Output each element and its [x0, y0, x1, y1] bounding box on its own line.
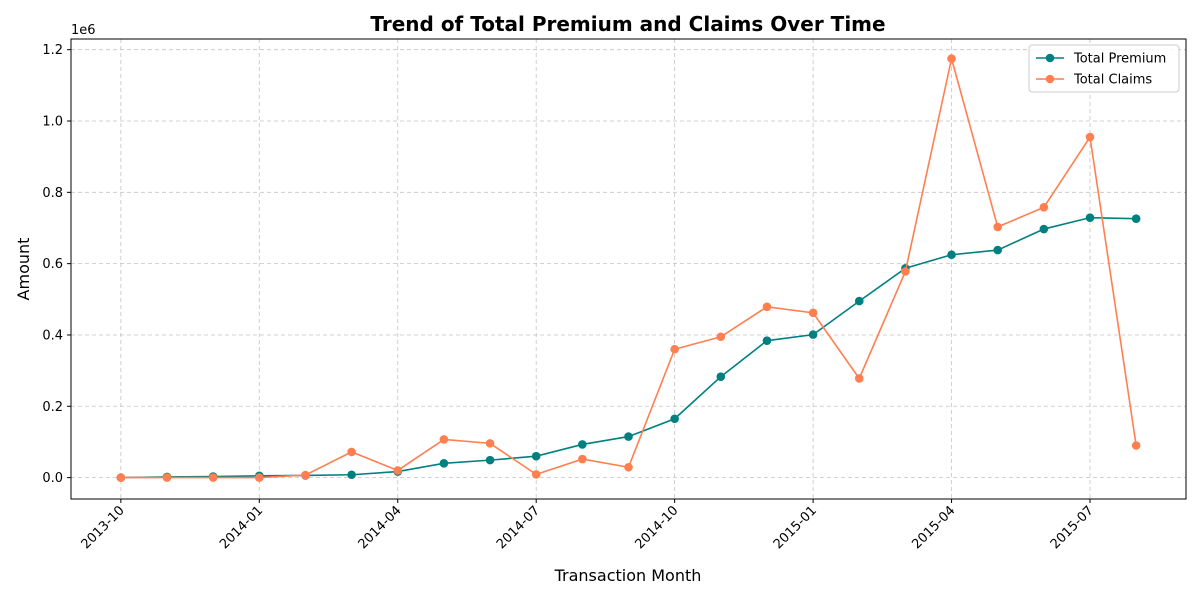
chart-title: Trend of Total Premium and Claims Over T…	[370, 12, 885, 36]
data-point	[624, 432, 633, 441]
data-point	[162, 473, 172, 482]
data-point	[1131, 214, 1141, 224]
data-point	[1039, 224, 1049, 234]
data-point	[531, 451, 541, 461]
data-point	[578, 440, 587, 449]
data-point	[716, 332, 726, 342]
x-tick-label: 2013-10	[79, 503, 128, 552]
data-point	[993, 222, 1003, 232]
data-point	[347, 447, 356, 457]
data-point	[670, 414, 679, 424]
data-point	[854, 374, 864, 383]
data-point	[439, 459, 449, 468]
data-point	[993, 245, 1003, 255]
data-point	[854, 296, 864, 306]
data-point	[439, 435, 449, 444]
x-tick-label: 2015-04	[909, 503, 958, 552]
series-line	[120, 58, 1137, 479]
y-tick-label: 0.8	[42, 186, 63, 201]
plot-frame	[70, 38, 1187, 500]
y-axis-label: Amount	[14, 238, 33, 301]
data-point	[1131, 441, 1141, 450]
legend: Total Premium Total Claims	[1028, 44, 1180, 93]
series-total-claims	[116, 54, 1141, 482]
data-point	[116, 473, 126, 482]
x-tick-label: 2014-01	[217, 503, 266, 552]
series-total-premium	[116, 213, 1141, 482]
y-tick-label: 1.0	[42, 115, 63, 130]
y-tick-label: 0.0	[42, 471, 63, 486]
data-point	[485, 455, 495, 465]
x-tick-label: 2015-01	[771, 503, 820, 552]
data-point	[254, 473, 264, 482]
grid-layer	[71, 39, 1186, 499]
x-tick-label: 2014-10	[632, 503, 681, 552]
data-point	[716, 372, 726, 381]
data-point	[393, 466, 403, 475]
x-axis-label: Transaction Month	[554, 566, 702, 585]
x-tick-label: 2014-07	[494, 503, 543, 552]
data-point	[1085, 213, 1095, 222]
data-point	[1085, 132, 1095, 142]
data-point	[670, 344, 679, 354]
data-point	[947, 54, 956, 63]
data-point	[808, 330, 818, 339]
y-tick-label: 0.4	[42, 328, 63, 343]
data-point	[808, 308, 818, 318]
data-point	[578, 454, 587, 464]
legend-box	[1028, 44, 1180, 93]
legend-swatch-marker	[1045, 74, 1055, 84]
x-tick-label: 2015-07	[1048, 503, 1097, 552]
series-layer	[116, 54, 1141, 482]
data-point	[485, 439, 495, 448]
data-point	[531, 470, 541, 479]
data-point	[347, 470, 356, 480]
x-tick-label: 2014-04	[356, 503, 405, 552]
data-point	[208, 473, 218, 482]
data-point	[901, 267, 910, 276]
data-point	[762, 302, 772, 312]
data-point	[301, 470, 310, 480]
data-point	[762, 336, 772, 345]
y-tick-label: 0.6	[42, 257, 63, 272]
legend-label: Total Premium	[1073, 52, 1166, 67]
data-point	[1039, 203, 1049, 212]
y-tick-label: 0.2	[42, 400, 63, 415]
legend-swatch-marker	[1045, 53, 1055, 63]
y-offset-label: 1e6	[71, 23, 96, 38]
y-tick-label: 1.2	[42, 43, 63, 58]
data-point	[947, 250, 956, 260]
data-point	[624, 462, 633, 472]
legend-label: Total Claims	[1073, 73, 1152, 88]
